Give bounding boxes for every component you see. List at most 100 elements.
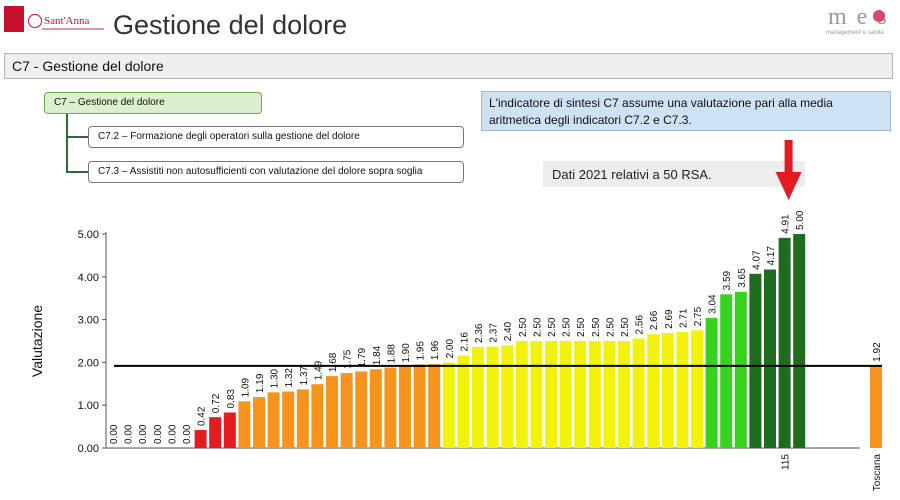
info-box: L'indicatore di sintesi C7 assume una va…	[481, 91, 891, 131]
toscana-category-label: Toscana	[872, 454, 883, 492]
bar-value-label: 1.68	[328, 352, 339, 372]
bar-value-label: 2.75	[693, 306, 704, 326]
tree-child-node-c7-2: C7.2 – Formazione degli operatori sulla …	[88, 126, 464, 148]
bar	[457, 355, 470, 448]
tree-connector-1	[66, 136, 88, 138]
bar-value-label: 2.36	[474, 323, 485, 343]
bar-value-label: 1.30	[270, 368, 281, 388]
bar-value-label: 2.50	[532, 317, 543, 337]
santanna-logo-text: Sant'Anna	[44, 15, 90, 27]
bar-value-label: 2.16	[459, 332, 470, 352]
bar-value-label: 2.50	[518, 317, 529, 337]
bar	[384, 367, 397, 448]
bar	[515, 341, 528, 448]
bar	[282, 391, 295, 448]
bar	[793, 234, 806, 448]
bar	[559, 341, 572, 448]
bar	[691, 330, 703, 448]
bar	[734, 291, 747, 448]
bar-value-label: 0.00	[153, 424, 164, 444]
bar-value-label: 1.95	[416, 341, 427, 361]
bar-value-label: 1.09	[240, 377, 251, 397]
y-tick-label: 1.00	[78, 400, 99, 412]
tree-child-label: C7.2 – Formazione degli operatori sulla …	[98, 131, 360, 142]
mes-flower-icon	[873, 10, 885, 22]
bar	[530, 341, 543, 448]
bar-value-label: 2.56	[635, 315, 646, 335]
bar-value-label: 2.50	[547, 317, 558, 337]
tree-child-label: C7.3 – Assistiti non autosufficienti con…	[98, 166, 423, 177]
bar	[209, 417, 222, 448]
bar	[238, 401, 251, 448]
bar	[676, 332, 689, 448]
bar	[296, 389, 309, 448]
y-tick-label: 0.00	[78, 443, 99, 455]
bar-value-label: 1.79	[357, 347, 368, 367]
bar-value-label: 0.00	[109, 424, 120, 444]
bar-value-label: 3.59	[722, 270, 733, 290]
bar	[472, 346, 484, 448]
bar	[253, 397, 265, 448]
bar-value-label: 0.72	[211, 393, 222, 413]
bar	[661, 332, 674, 448]
bar-value-label: 2.00	[445, 338, 456, 358]
bar	[442, 362, 455, 448]
bar	[267, 392, 280, 448]
y-axis-label: Valutazione	[29, 305, 45, 377]
bar-value-label: 2.37	[489, 323, 500, 343]
bar-value-label: 3.04	[708, 294, 719, 314]
section-bar-label: C7 - Gestione del dolore	[12, 58, 164, 74]
bar-value-label: 0.00	[138, 424, 149, 444]
note-text: Dati 2021 relativi a 50 RSA.	[552, 167, 712, 182]
bar	[194, 430, 207, 448]
bar	[326, 376, 338, 448]
section-bar: C7 - Gestione del dolore	[4, 53, 893, 79]
bar	[413, 364, 426, 448]
y-tick-label: 3.00	[78, 315, 99, 327]
tree-root-node: C7 – Gestione del dolore	[44, 92, 262, 114]
bar	[501, 345, 514, 448]
bar-value-label: 1.90	[401, 343, 412, 363]
bar	[647, 334, 660, 448]
tree-root-label: C7 – Gestione del dolore	[54, 97, 165, 108]
y-tick-label: 5.00	[78, 229, 99, 241]
bar	[764, 269, 776, 448]
bar-value-label: 0.83	[226, 389, 237, 409]
scuola-logo	[4, 6, 24, 32]
bar-value-label: 1.19	[255, 373, 266, 393]
header: Sant'Anna Gestione del dolore m e s mana…	[0, 0, 900, 50]
bar-value-label: 5.00	[795, 210, 806, 230]
bar	[486, 346, 499, 448]
bar	[574, 341, 587, 448]
y-tick-label: 4.00	[78, 272, 99, 284]
santanna-seal-icon	[28, 14, 42, 28]
bar-value-label: 2.50	[576, 317, 587, 337]
tree-connector-vertical	[66, 114, 68, 173]
bar-value-label: 1.84	[372, 345, 383, 365]
bar-value-label: 0.42	[197, 406, 208, 426]
bar-value-label: 3.65	[737, 268, 748, 288]
bar-value-label: 1.37	[299, 365, 310, 385]
bar-value-label: 0.00	[182, 424, 193, 444]
bar	[720, 294, 733, 448]
bar	[603, 341, 616, 448]
bar-value-label: 1.96	[430, 340, 441, 360]
x-category-label: 115	[781, 454, 792, 470]
bar-value-label: 0.00	[167, 424, 178, 444]
bar	[311, 384, 324, 448]
bar-value-label: 2.66	[649, 310, 660, 330]
bar	[428, 364, 441, 448]
tree-child-node-c7-3: C7.3 – Assistiti non autosufficienti con…	[88, 161, 464, 183]
toscana-value-label: 1.92	[872, 342, 883, 362]
bar-value-label: 1.49	[313, 360, 324, 380]
bar-value-label: 2.69	[664, 309, 675, 329]
bar	[632, 338, 645, 448]
bar-value-label: 1.32	[284, 368, 295, 388]
bar-value-label: 2.40	[503, 321, 514, 341]
bar	[705, 317, 718, 448]
mes-logo-subtitle: management e sanità	[826, 30, 884, 36]
page-title: Gestione del dolore	[113, 10, 348, 40]
bar	[618, 341, 630, 448]
bar	[223, 412, 236, 448]
